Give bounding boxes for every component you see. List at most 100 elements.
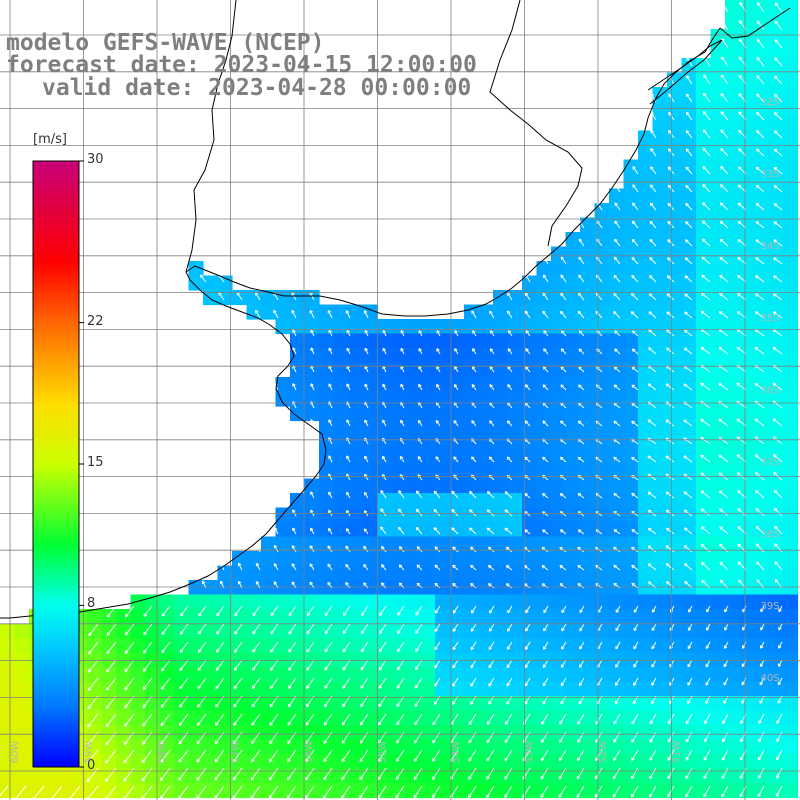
wind-cell xyxy=(261,623,277,639)
wind-cell xyxy=(391,681,407,697)
wind-cell xyxy=(768,290,784,306)
wind-arrow xyxy=(342,641,351,653)
wind-arrow xyxy=(559,713,567,725)
wind-arrow xyxy=(124,659,135,673)
wind-cell xyxy=(623,783,639,799)
wind-cell xyxy=(754,681,770,697)
wind-cell xyxy=(696,333,712,349)
wind-cell xyxy=(739,609,755,625)
longitude-label: 58W xyxy=(157,741,168,764)
wind-arrow xyxy=(251,659,261,671)
wind-arrow xyxy=(542,677,549,687)
wind-cell xyxy=(594,623,610,639)
wind-arrow xyxy=(255,562,261,571)
wind-cell xyxy=(551,725,567,741)
wind-cell xyxy=(391,580,407,596)
wind-arrow xyxy=(649,731,657,743)
wind-cell xyxy=(725,188,741,204)
wind-cell xyxy=(319,493,335,509)
wind-cell xyxy=(783,0,799,16)
wind-cell xyxy=(522,623,538,639)
wind-arrow xyxy=(160,713,171,727)
wind-arrow xyxy=(232,785,243,799)
wind-cell xyxy=(696,478,712,494)
wind-cell xyxy=(304,507,320,523)
wind-cell xyxy=(783,652,799,668)
wind-cell xyxy=(768,594,784,610)
wind-cell xyxy=(362,522,378,538)
wind-arrow xyxy=(363,528,369,535)
wind-cell xyxy=(232,696,248,712)
wind-cell xyxy=(493,652,509,668)
wind-cell xyxy=(754,232,770,248)
wind-cell xyxy=(522,710,538,726)
wind-cell xyxy=(87,754,103,770)
wind-cell xyxy=(725,232,741,248)
wind-cell xyxy=(0,768,16,784)
wind-cell xyxy=(609,754,625,770)
wind-cell xyxy=(290,754,306,770)
wind-arrow xyxy=(86,749,99,764)
wind-arrow xyxy=(667,220,675,229)
wind-cell xyxy=(696,261,712,277)
wind-cell xyxy=(290,348,306,364)
wind-cell xyxy=(667,580,683,596)
wind-cell xyxy=(420,435,436,451)
wind-cell xyxy=(667,768,683,784)
wind-cell xyxy=(275,594,291,610)
wind-arrow xyxy=(759,659,765,668)
wind-cell xyxy=(319,739,335,755)
wind-arrow xyxy=(720,129,729,139)
wind-arrow xyxy=(215,641,225,653)
wind-cell xyxy=(710,768,726,784)
wind-cell xyxy=(710,406,726,422)
wind-cell xyxy=(638,174,654,190)
wind-arrow xyxy=(433,508,441,517)
wind-cell xyxy=(406,478,422,494)
wind-cell xyxy=(275,551,291,567)
wind-cell xyxy=(333,304,349,320)
wind-cell xyxy=(768,203,784,219)
colorbar-tick-label: 0 xyxy=(87,758,96,773)
wind-cell xyxy=(623,348,639,364)
wind-arrow xyxy=(736,311,747,319)
wind-arrow xyxy=(721,749,729,761)
wind-cell xyxy=(29,768,45,784)
wind-cell xyxy=(638,333,654,349)
wind-cell xyxy=(739,0,755,16)
wind-cell xyxy=(522,420,538,436)
wind-cell xyxy=(623,290,639,306)
wind-arrow xyxy=(755,257,765,265)
wind-arrow xyxy=(633,659,639,668)
wind-cell xyxy=(290,696,306,712)
wind-cell xyxy=(145,638,161,654)
wind-arrow xyxy=(216,623,225,635)
wind-arrow xyxy=(718,346,729,355)
wind-arrow xyxy=(615,659,621,668)
wind-arrow xyxy=(415,605,423,616)
wind-arrow xyxy=(328,491,333,499)
wind-arrow xyxy=(773,112,783,121)
wind-arrow xyxy=(415,490,423,499)
wind-cell xyxy=(652,609,668,625)
wind-cell xyxy=(551,348,567,364)
wind-cell xyxy=(739,478,755,494)
wind-arrow xyxy=(700,382,711,391)
wind-arrow xyxy=(724,623,729,631)
wind-cell xyxy=(652,290,668,306)
wind-arrow xyxy=(760,641,765,649)
wind-cell xyxy=(435,319,451,335)
wind-cell xyxy=(667,522,683,538)
wind-cell xyxy=(565,261,581,277)
wind-arrow xyxy=(718,382,729,391)
wind-cell xyxy=(681,551,697,567)
wind-cell xyxy=(783,754,799,770)
wind-arrow xyxy=(665,455,675,463)
wind-cell xyxy=(681,420,697,436)
wind-cell xyxy=(0,652,16,668)
wind-cell xyxy=(739,594,755,610)
wind-cell xyxy=(203,768,219,784)
wind-arrow xyxy=(701,561,711,571)
wind-arrow xyxy=(488,659,495,669)
